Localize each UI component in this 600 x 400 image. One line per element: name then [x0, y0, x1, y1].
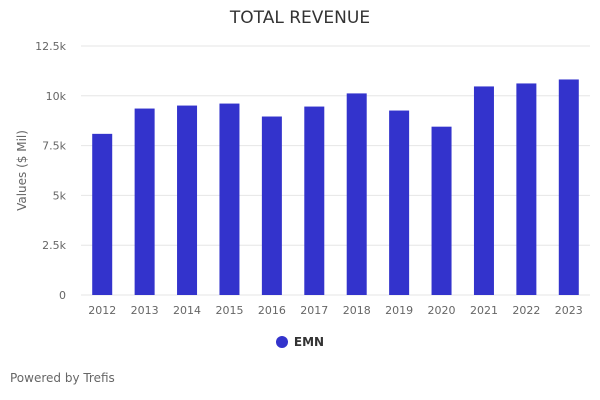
- bar-2015: [219, 103, 240, 295]
- x-tick-label: 2014: [173, 304, 201, 317]
- x-tick-label: 2018: [343, 304, 371, 317]
- bar-2021: [473, 86, 494, 296]
- x-tick-label: 2016: [258, 304, 286, 317]
- bar-2016: [261, 116, 282, 295]
- x-tick-label: 2019: [385, 304, 413, 317]
- chart-title: TOTAL REVENUE: [229, 8, 371, 28]
- y-tick-label: 10k: [46, 90, 67, 103]
- legend[interactable]: EMN: [0, 335, 600, 349]
- x-tick-label: 2023: [555, 304, 583, 317]
- x-tick-label: 2021: [470, 304, 498, 317]
- bar-2018: [346, 93, 367, 295]
- y-axis-label: Values ($ Mil): [15, 130, 29, 211]
- bar-chart: 0 2.5k 5k 7.5k 10k 12.5k Values ($ Mil) 2012 201…: [15, 40, 590, 317]
- y-tick-label: 12.5k: [35, 40, 66, 53]
- x-tick-label: 2015: [215, 304, 243, 317]
- bar-2012: [92, 133, 113, 295]
- bar-2023: [558, 79, 579, 295]
- y-tick-label: 2.5k: [42, 239, 66, 252]
- bar-2022: [516, 83, 537, 295]
- x-tick-label: 2012: [88, 304, 116, 317]
- x-tick-label: 2013: [131, 304, 159, 317]
- legend-marker-icon: [275, 336, 288, 348]
- bar-2020: [431, 126, 452, 296]
- powered-by-credit: Powered by Trefis: [10, 371, 115, 385]
- x-tick-label: 2017: [300, 304, 328, 317]
- bar-2017: [304, 106, 325, 296]
- bar-2019: [389, 110, 410, 295]
- bar-2014: [177, 105, 198, 296]
- legend-label: EMN: [293, 335, 325, 349]
- x-tick-label: 2022: [512, 304, 540, 317]
- x-tick-label: 2020: [428, 304, 456, 317]
- bar-2013: [134, 108, 155, 295]
- y-tick-label: 5k: [53, 189, 67, 202]
- y-tick-label: 7.5k: [42, 140, 66, 153]
- y-tick-label: 0: [59, 289, 66, 302]
